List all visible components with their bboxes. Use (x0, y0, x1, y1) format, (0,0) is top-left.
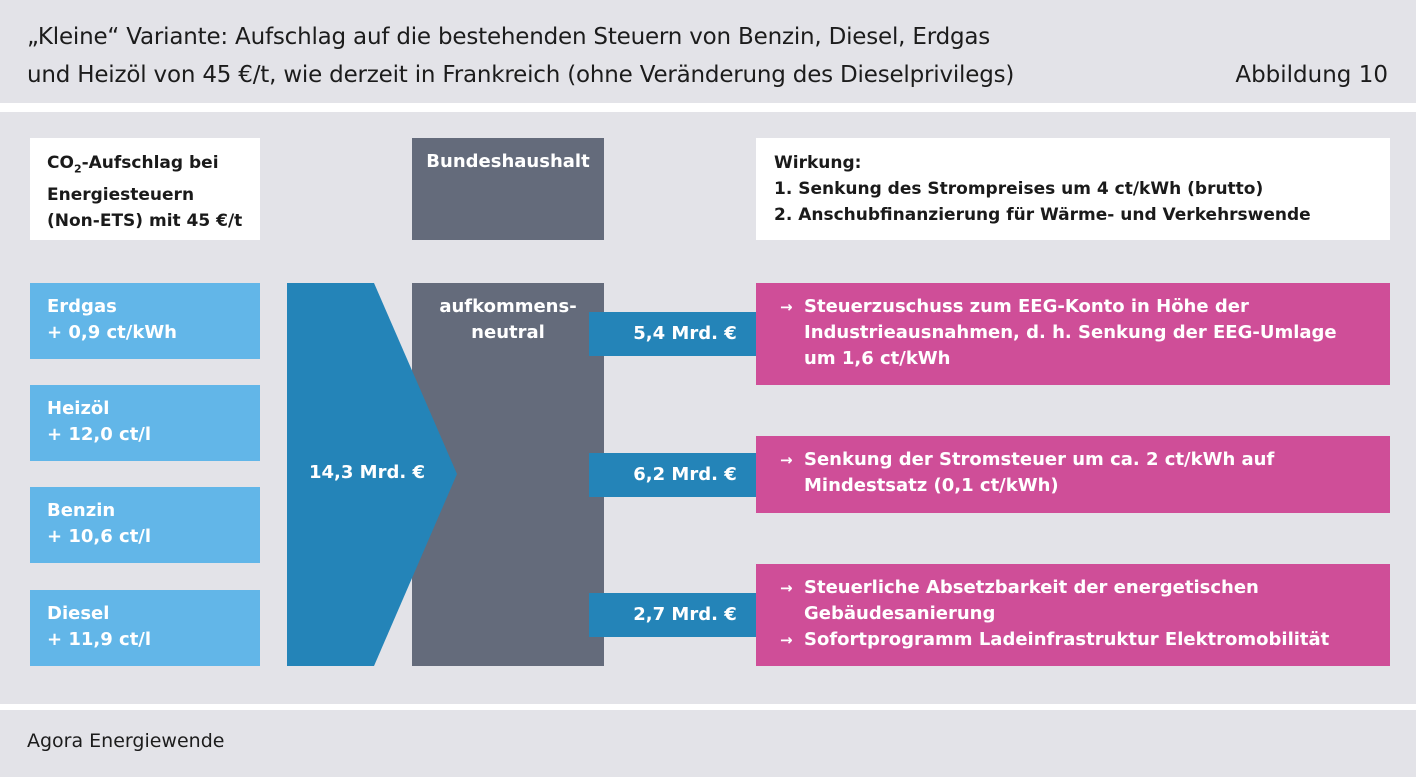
total-revenue-arrow-shape (287, 283, 457, 666)
flow-arrow-1-shape (589, 312, 789, 356)
figure-title-line-2: und Heizöl von 45 €/t, wie derzeit in Fr… (27, 62, 1015, 88)
arrow-right-icon: → (780, 298, 793, 316)
measure-line: Industrieausnahmen, d. h. Senkung der EE… (804, 322, 1337, 343)
co2-subscript: 2 (73, 162, 82, 176)
fuel-name: Benzin (47, 500, 116, 521)
fuel-box-erdgas: Erdgas + 0,9 ct/kWh (30, 283, 260, 359)
total-revenue-label: 14,3 Mrd. € (309, 462, 425, 483)
federal-budget-body: aufkommens- neutral (412, 283, 604, 666)
measure-line: Steuerzuschuss zum EEG-Konto in Höhe der (804, 296, 1249, 317)
footer-band (0, 710, 1416, 777)
measure-line: Sofortprogramm Ladeinfrastruktur Elektro… (804, 629, 1330, 650)
effect-item-1: 1. Senkung des Strompreises um 4 ct/kWh … (774, 179, 1264, 199)
measure-item: → Steuerzuschuss zum EEG-Konto in Höhe d… (780, 294, 1390, 372)
arrow-right-icon: → (780, 451, 793, 469)
flow-arrow-3 (589, 593, 789, 637)
measure-line: Steuerliche Absetzbarkeit der energetisc… (804, 577, 1259, 598)
measure-line: Gebäudesanierung (804, 603, 996, 624)
flow-arrow-1 (589, 312, 789, 356)
fuel-surcharge: + 12,0 ct/l (47, 424, 152, 445)
federal-budget-header: Bundeshaushalt (412, 138, 604, 240)
effect-item-2: 2. Anschubfinanzierung für Wärme- und Ve… (774, 205, 1311, 225)
flow-arrow-2 (589, 453, 789, 497)
co2-suffix: -Aufschlag bei (81, 153, 219, 173)
co2-surcharge-box: CO2-Aufschlag bei Energiesteuern (Non-ET… (30, 138, 260, 240)
flow-amount-1: 5,4 Mrd. € (633, 323, 737, 344)
flow-amount-2: 6,2 Mrd. € (633, 464, 737, 485)
budget-body-line-2: neutral (471, 322, 545, 343)
fuel-name: Erdgas (47, 296, 117, 317)
fuel-name: Diesel (47, 603, 110, 624)
measure-line: Mindestsatz (0,1 ct/kWh) (804, 475, 1059, 496)
co2-box-line-2: Energiesteuern (47, 185, 195, 206)
flow-arrow-2-shape (589, 453, 789, 497)
flow-amount-3: 2,7 Mrd. € (633, 604, 737, 625)
co2-box-line-1: CO2-Aufschlag bei (47, 150, 260, 182)
measure-box-heat-transport: → Steuerliche Absetzbarkeit der energeti… (756, 564, 1390, 666)
header-band (0, 0, 1416, 103)
fuel-box-heizoel: Heizöl + 12,0 ct/l (30, 385, 260, 461)
figure-number: Abbildung 10 (1235, 62, 1388, 88)
figure-title-line-1: „Kleine“ Variante: Aufschlag auf die bes… (27, 24, 991, 50)
fuel-box-benzin: Benzin + 10,6 ct/l (30, 487, 260, 563)
arrow-right-icon: → (780, 579, 793, 597)
measure-item: → Steuerliche Absetzbarkeit der energeti… (780, 575, 1390, 627)
total-revenue-arrow (287, 283, 457, 666)
measure-line: Senkung der Stromsteuer um ca. 2 ct/kWh … (804, 449, 1275, 470)
flow-arrow-3-shape (589, 593, 789, 637)
measure-item: → Senkung der Stromsteuer um ca. 2 ct/kW… (780, 447, 1390, 499)
measure-box-electricity-tax: → Senkung der Stromsteuer um ca. 2 ct/kW… (756, 436, 1390, 513)
fuel-box-diesel: Diesel + 11,9 ct/l (30, 590, 260, 666)
effect-heading: Wirkung: (774, 153, 862, 173)
co2-box-line-3: (Non-ETS) mit 45 €/t (47, 211, 243, 232)
fuel-name: Heizöl (47, 398, 110, 419)
arrow-right-icon: → (780, 631, 793, 649)
fuel-surcharge: + 11,9 ct/l (47, 629, 152, 650)
fuel-surcharge: + 10,6 ct/l (47, 526, 152, 547)
measure-box-eeg: → Steuerzuschuss zum EEG-Konto in Höhe d… (756, 283, 1390, 385)
measure-line: um 1,6 ct/kWh (804, 348, 951, 369)
source-credit: Agora Energiewende (27, 730, 225, 752)
measure-item: → Sofortprogramm Ladeinfrastruktur Elekt… (780, 627, 1390, 653)
budget-body-line-1: aufkommens- (439, 296, 577, 317)
co2-prefix: CO (47, 153, 74, 173)
fuel-surcharge: + 0,9 ct/kWh (47, 322, 177, 343)
effect-box: Wirkung: 1. Senkung des Strompreises um … (756, 138, 1390, 240)
